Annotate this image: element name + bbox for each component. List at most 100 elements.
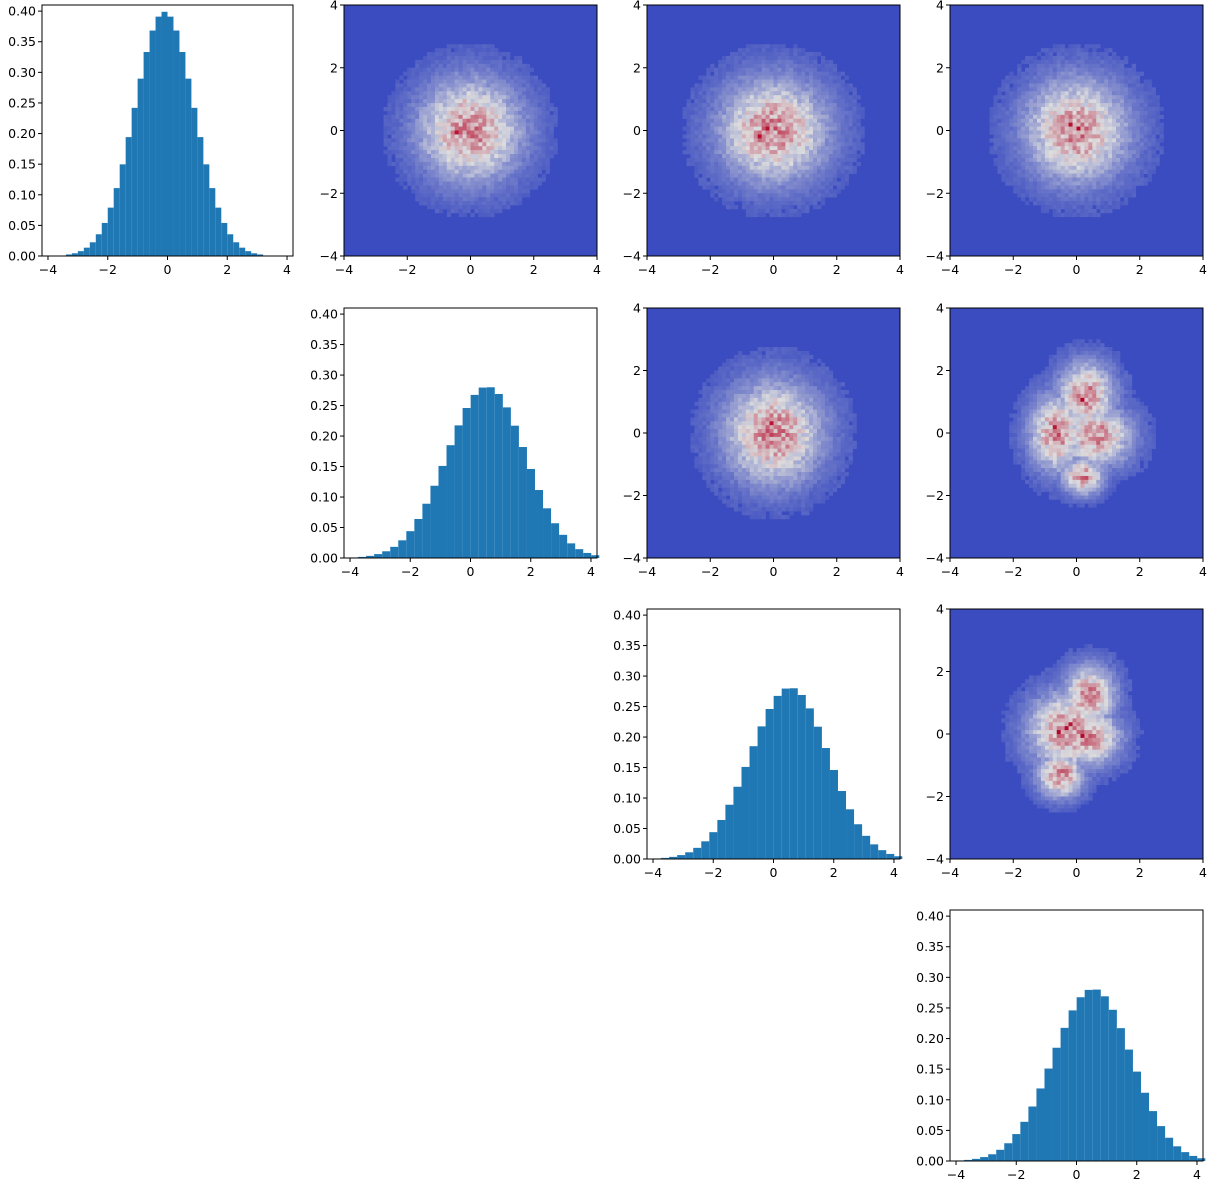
heatmap-1-4-cell: [1060, 138, 1065, 143]
heatmap-1-2-cell: [478, 173, 483, 178]
heatmap-1-4-cell: [1005, 99, 1010, 104]
heatmap-1-3-cell: [765, 67, 770, 72]
heatmap-1-3-cell: [741, 157, 747, 163]
heatmap-1-4-cell: [1135, 99, 1141, 104]
heatmap-1-2-cell: [486, 110, 491, 116]
heatmap-1-4-cell: [1005, 91, 1010, 96]
heatmap-1-4-cell: [1029, 177, 1034, 182]
heatmap-1-4-cell: [1112, 75, 1117, 80]
heatmap-1-2-cell: [403, 173, 408, 178]
heatmap-1-3-cell: [785, 161, 790, 167]
heatmap-1-3-cell: [726, 130, 731, 135]
hist-2-ytick-label: 0.25: [310, 398, 338, 413]
heatmap-1-3-cell: [765, 63, 770, 69]
heatmap-1-2-cell: [438, 185, 444, 190]
heatmap-1-2-cell: [470, 134, 475, 139]
heatmap-1-3-cell: [824, 63, 830, 69]
heatmap-1-4-cell: [1088, 75, 1093, 80]
heatmap-1-3-cell: [789, 83, 794, 88]
heatmap-1-2-cell: [438, 157, 444, 163]
heatmap-1-2-cell: [510, 83, 515, 88]
heatmap-1-3-cell: [737, 181, 743, 186]
heatmap-1-2-cell: [510, 189, 515, 194]
heatmap-1-3-cell: [781, 103, 786, 108]
hist-2-bar: [575, 549, 584, 558]
heatmap-1-2-cell: [506, 106, 511, 112]
heatmap-1-2-cell: [466, 177, 471, 182]
heatmap-1-4-cell: [1100, 126, 1105, 131]
heatmap-1-4-cell: [1029, 91, 1034, 96]
hist-3-bar: [685, 852, 694, 859]
heatmap-1-4-cell: [1005, 161, 1010, 167]
heatmap-1-4-cell: [1119, 114, 1125, 120]
heatmap-1-2-cell: [450, 208, 455, 214]
heatmap-1-4-cell: [1092, 87, 1097, 92]
heatmap-1-2-cell: [549, 134, 554, 139]
heatmap-1-2-cell: [517, 150, 523, 155]
heatmap-1-2-cell: [517, 146, 523, 151]
hist-2-xtick-label: 2: [527, 564, 535, 579]
heatmap-1-4-cell: [1100, 67, 1105, 72]
hist-4-bar: [1044, 1068, 1053, 1161]
heatmap-1-3-cell: [714, 150, 719, 155]
heatmap-1-2-cell: [415, 106, 420, 112]
heatmap-1-4-cell: [1072, 173, 1077, 178]
heatmap-1-3-cell: [809, 134, 814, 139]
heatmap-1-4-cell: [1096, 110, 1101, 116]
heatmap-1-4-cell: [1021, 150, 1026, 155]
heatmap-1-4-cell: [1017, 177, 1022, 182]
heatmap-1-4-cell: [1048, 126, 1054, 131]
heatmap-1-4-cell: [1159, 150, 1164, 155]
heatmap-1-2-cell: [478, 106, 483, 112]
heatmap-1-3-cell: [789, 63, 794, 69]
heatmap-1-4-cell: [1044, 106, 1050, 112]
heatmap-1-2-cell: [510, 177, 515, 182]
heatmap-1-3-cell: [848, 110, 853, 116]
heatmap-1-2-cell: [525, 95, 531, 100]
heatmap-1-4-cell: [1025, 99, 1030, 104]
heatmap-1-2-cell: [513, 173, 519, 178]
heatmap-1-4-cell: [1064, 79, 1069, 84]
heatmap-1-3-cell: [730, 55, 735, 61]
heatmap-1-2-cell: [391, 99, 396, 104]
heatmap-1-2-cell: [545, 118, 550, 123]
heatmap-1-2-cell: [462, 95, 467, 100]
heatmap-1-2-cell: [462, 193, 467, 198]
heatmap-1-3-cell: [785, 193, 790, 198]
heatmap-1-3-cell: [816, 185, 822, 190]
heatmap-1-3-cell: [856, 110, 861, 116]
heatmap-1-4-cell: [1040, 130, 1046, 135]
heatmap-1-3-cell: [801, 161, 806, 167]
heatmap-1-4-cell: [1052, 173, 1058, 178]
heatmap-1-2-cell: [494, 185, 499, 190]
heatmap-1-2-cell: [510, 165, 515, 171]
heatmap-1-3-cell: [741, 189, 747, 194]
hist-2-bar: [518, 447, 527, 558]
hist-2-bar: [543, 508, 552, 558]
heatmap-1-4-cell: [1088, 181, 1093, 186]
hist-2-bar: [551, 523, 560, 558]
heatmap-1-2-cell: [482, 146, 487, 151]
heatmap-1-2-cell: [446, 212, 452, 218]
heatmap-1-3-cell: [797, 106, 802, 112]
heatmap-1-4-cell: [1005, 181, 1010, 186]
heatmap-1-2-cell: [545, 157, 550, 163]
heatmap-1-2-cell: [533, 79, 539, 84]
heatmap-1-3-cell: [737, 161, 743, 167]
heatmap-1-3-cell: [694, 122, 699, 127]
heatmap-1-3-cell: [840, 114, 845, 120]
heatmap-1-4-cell: [997, 118, 1002, 123]
heatmap-1-2-cell: [533, 87, 539, 92]
heatmap-1-4-cell: [1092, 197, 1097, 202]
heatmap-1-3-cell: [726, 165, 731, 171]
heatmap-1-4-cell: [1029, 122, 1034, 127]
heatmap-1-3-cell: [757, 157, 762, 163]
heatmap-1-4-cell: [1088, 157, 1093, 163]
heatmap-1-4-xtick-label: −2: [1004, 262, 1022, 277]
heatmap-1-3-cell: [745, 185, 751, 190]
heatmap-1-2-cell: [529, 161, 535, 167]
heatmap-1-3-cell: [730, 193, 735, 198]
hist-4-ytick-label: 0.20: [916, 1031, 944, 1046]
heatmap-1-3-cell: [757, 126, 762, 131]
heatmap-1-3-cell: [801, 63, 806, 69]
